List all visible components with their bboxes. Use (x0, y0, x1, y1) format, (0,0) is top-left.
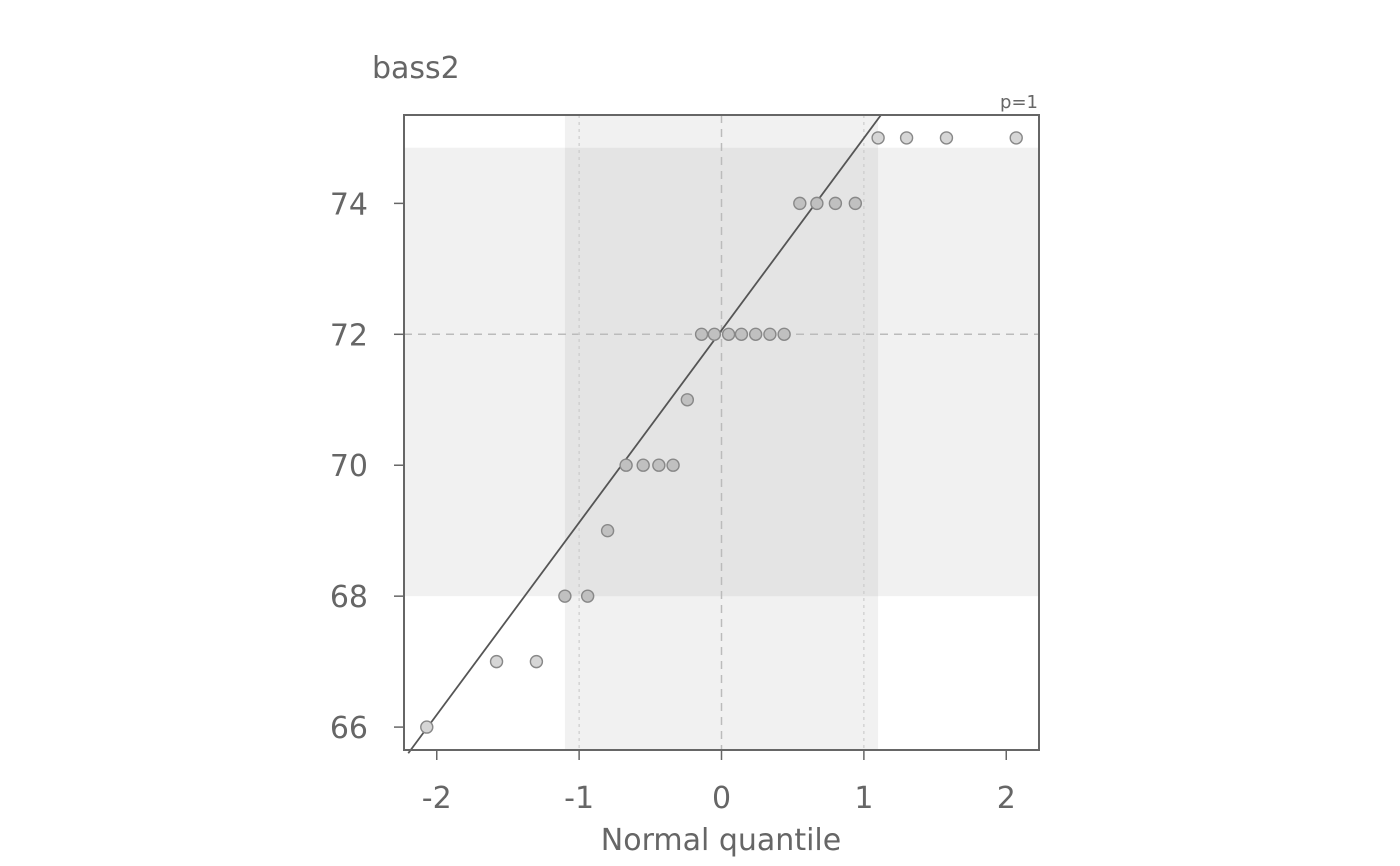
data-point (748, 327, 763, 342)
y-tick-label: 66 (330, 711, 368, 746)
data-point (734, 327, 749, 342)
x-tick-label: -2 (422, 781, 452, 816)
data-point (707, 327, 722, 342)
data-point (1009, 131, 1023, 145)
x-tick-label: 1 (854, 781, 873, 816)
data-point (636, 458, 650, 472)
data-point (810, 196, 824, 211)
x-tick-label: -1 (564, 781, 594, 816)
y-tick-label: 72 (330, 318, 368, 353)
x-axis: -2 -1 0 1 2 (422, 750, 1016, 816)
data-point (680, 393, 695, 407)
chart-title: bass2 (372, 51, 460, 86)
data-point (848, 196, 863, 211)
data-point (939, 131, 954, 145)
data-point (619, 458, 633, 472)
reference-lines (404, 115, 1039, 750)
x-axis-label: Normal quantile (601, 823, 841, 858)
data-point (871, 131, 885, 145)
y-tick-label: 70 (330, 449, 368, 484)
data-point (666, 458, 680, 472)
data-point (652, 458, 666, 472)
x-tick-label: 0 (712, 781, 731, 816)
data-point (721, 327, 736, 342)
x-tick-label: 2 (997, 781, 1016, 816)
data-point (793, 196, 807, 211)
data-point (529, 654, 544, 669)
data-points (420, 131, 1023, 734)
data-point (489, 654, 504, 669)
fit-line (407, 114, 882, 754)
data-point (420, 720, 434, 734)
y-tick-label: 68 (330, 580, 368, 615)
data-point (580, 589, 595, 603)
fit-line-group (407, 114, 882, 754)
data-point (600, 523, 615, 538)
data-point (763, 327, 777, 342)
data-point (694, 327, 709, 342)
y-tick-label: 74 (330, 187, 368, 222)
data-point (777, 327, 791, 342)
data-point (828, 196, 843, 211)
data-point (899, 131, 914, 145)
data-point (558, 589, 572, 603)
y-axis: 66 68 70 72 74 (330, 187, 404, 746)
p-value-annotation: p=1 (1000, 92, 1038, 113)
